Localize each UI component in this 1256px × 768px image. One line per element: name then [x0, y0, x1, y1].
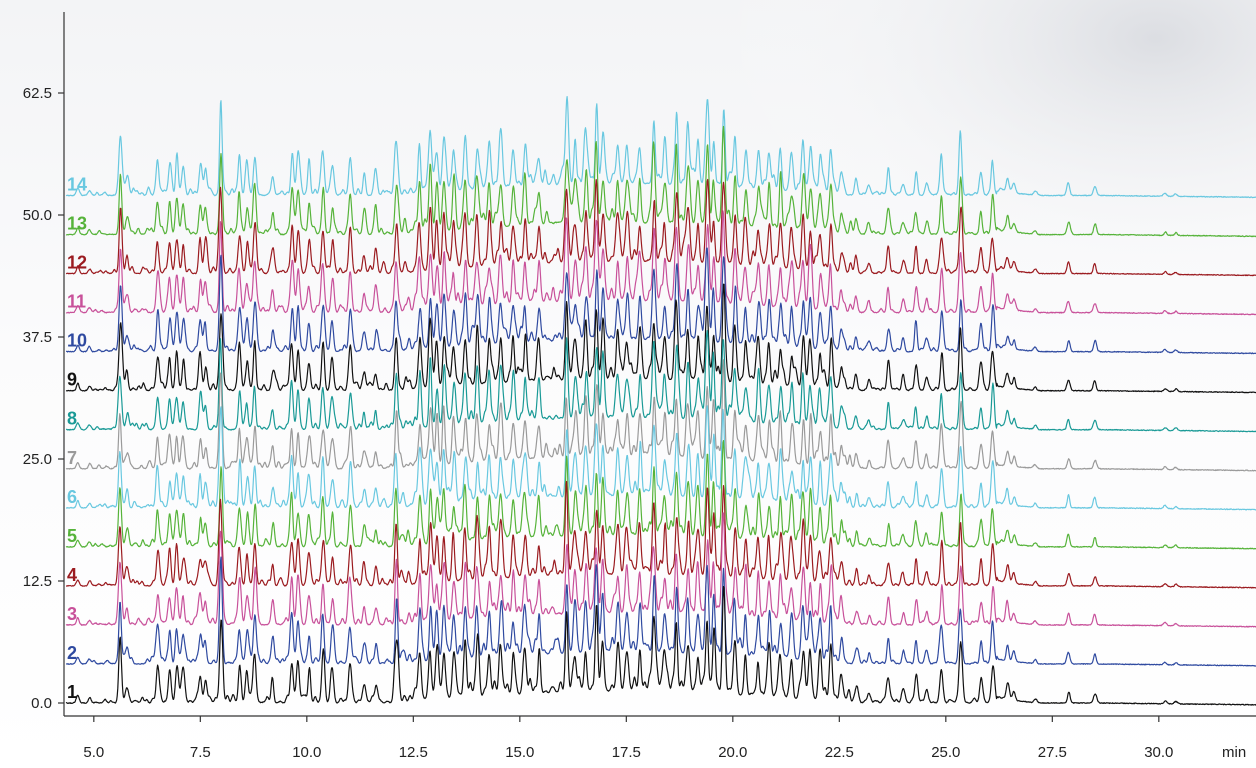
y-tick-label: 37.5 [23, 329, 52, 346]
x-tick-label: 22.5 [825, 744, 854, 761]
series-line-12 [65, 178, 1256, 277]
x-tick-label: 10.0 [292, 744, 321, 761]
series-line-11 [65, 210, 1256, 316]
series-label-12: 12 [67, 253, 87, 273]
x-tick-label: 25.0 [931, 744, 960, 761]
series-label-1: 1 [67, 682, 77, 702]
series-line-2 [66, 556, 1256, 667]
y-tick-label: 62.5 [23, 85, 52, 102]
series-label-3: 3 [67, 604, 77, 624]
series-line-1 [65, 585, 1256, 706]
x-tick-label: 17.5 [612, 744, 641, 761]
series-label-7: 7 [67, 448, 77, 468]
series-label-11: 11 [67, 292, 86, 312]
series-label-6: 6 [67, 487, 77, 507]
series-label-10: 10 [67, 331, 87, 351]
series-line-8 [65, 330, 1256, 433]
x-tick-label: 5.0 [83, 744, 104, 761]
series-line-7 [65, 359, 1256, 472]
series-line-4 [66, 480, 1256, 589]
y-tick-label: 25.0 [23, 451, 52, 468]
series-line-3 [65, 512, 1256, 628]
y-tick-label: 50.0 [23, 207, 52, 224]
x-tick-label: 12.5 [399, 744, 428, 761]
series-line-6 [65, 405, 1256, 511]
x-unit-label: min [1222, 744, 1246, 761]
series-label-13: 13 [67, 214, 87, 234]
y-tick-label: 12.5 [23, 573, 52, 590]
x-tick-label: 27.5 [1038, 744, 1067, 761]
x-tick-group: 5.0 7.5 10.0 12.5 15.0 17.5 20.0 22.5 25.0 27.5 30… [83, 716, 1173, 761]
series-line-5 [65, 440, 1256, 550]
trace-group [65, 96, 1256, 706]
series-label-8: 8 [67, 409, 77, 429]
x-tick-label: 7.5 [190, 744, 211, 761]
series-label-14: 14 [67, 174, 87, 194]
x-tick-label: 30.0 [1144, 744, 1173, 761]
series-line-10 [65, 247, 1256, 355]
series-label-5: 5 [67, 526, 77, 546]
series-label-4: 4 [67, 565, 77, 585]
axes-group [63, 12, 1256, 717]
trace-label-group: 14 13 12 11 10 9 8 7 6 5 4 3 2 1 [67, 174, 87, 702]
series-label-9: 9 [67, 370, 77, 390]
x-tick-label: 15.0 [505, 744, 534, 761]
y-tick-label: 0.0 [31, 695, 52, 712]
x-tick-label: 20.0 [718, 744, 747, 761]
series-line-13 [65, 125, 1256, 238]
series-label-2: 2 [67, 643, 77, 663]
y-tick-group: 0.0 12.5 25.0 37.5 50.0 62.5 [23, 85, 64, 712]
series-line-14 [65, 96, 1256, 199]
series-line-9 [65, 283, 1256, 394]
